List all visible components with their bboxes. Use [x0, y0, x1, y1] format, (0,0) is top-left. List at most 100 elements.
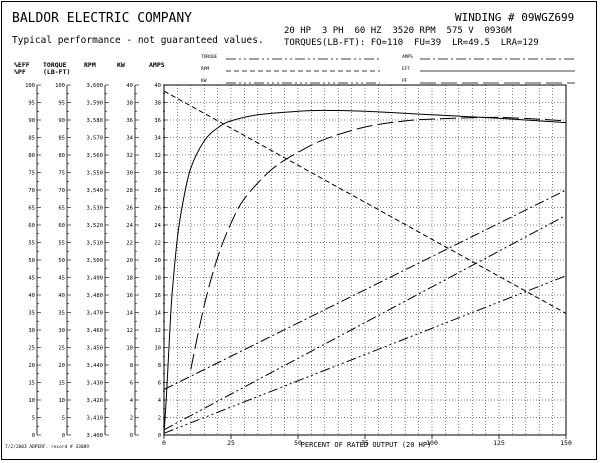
axis-tick-label: 5 [62, 416, 65, 422]
axis-tick-label: 3,440 [86, 363, 103, 369]
company-name: BALDOR ELECTRIC COMPANY [12, 11, 193, 26]
axis-tick-label: 20 [28, 363, 35, 369]
axis-tick-label: 90 [28, 118, 35, 124]
axis-tick-label: 20 [154, 258, 161, 264]
axis-tick-label: 14 [154, 311, 161, 317]
winding-number: WINDING # 09WGZ699 [455, 11, 575, 24]
axis-tick-label: 3,480 [86, 293, 103, 299]
axis-tick-label: 40 [28, 293, 35, 299]
nameplate-data: 20 HP 3 PH 60 HZ 3520 RPM 575 V 0936M [284, 26, 512, 36]
axis-tick-label: 32 [126, 153, 133, 159]
axis-tick-label: 30 [58, 328, 65, 334]
axis-tick-label: 0 [62, 433, 65, 439]
axis-tick-label: 20 [58, 363, 65, 369]
amps-axis-header: AMPS [149, 61, 165, 69]
axis-tick-label: 40 [58, 293, 65, 299]
axis-tick-label: 6 [158, 381, 161, 387]
axis-tick-label: 8 [158, 363, 161, 369]
axis-tick-label: 34 [126, 136, 133, 142]
axis-tick-label: 14 [126, 311, 133, 317]
eff-header: %EFF [14, 61, 30, 69]
axis-tick-label: 50 [58, 258, 65, 264]
legend-rpm-label: RPM [201, 67, 210, 72]
axis-tick-label: 50 [28, 258, 35, 264]
axis-tick-label: 32 [154, 153, 161, 159]
kw-axis-header: KW [117, 61, 125, 69]
axis-tick-label: 45 [28, 276, 35, 282]
axis-tick-label: 70 [28, 188, 35, 194]
axis-tick-label: 22 [126, 241, 133, 247]
axis-tick-label: 45 [58, 276, 65, 282]
axis-tick-label: 3,590 [86, 101, 103, 107]
axis-tick-label: 36 [154, 118, 161, 124]
axis-tick-label: 85 [28, 136, 35, 142]
axis-tick-label: 40 [154, 83, 161, 89]
legend-eff-label: EFF [402, 67, 411, 72]
plot-grid [163, 84, 567, 436]
axis-tick-label: 4 [130, 398, 134, 404]
axis-tick-label: 24 [154, 223, 161, 229]
series-amps-line [163, 189, 567, 390]
axis-tick-label: 30 [154, 171, 161, 177]
axis-tick-label: 3,420 [86, 398, 103, 404]
x-tick-label: 50 [294, 439, 302, 447]
axis-tick-label: 0 [32, 433, 35, 439]
axis-tick-label: 36 [126, 118, 133, 124]
axis-tick-label: 20 [126, 258, 133, 264]
axis-tick-label: 3,510 [86, 241, 103, 247]
axis-tick-label: 0 [130, 433, 133, 439]
axis-tick-label: 3,570 [86, 136, 103, 142]
axis-tick-label: 3,520 [86, 223, 103, 229]
footer-record: 7/2/2003 ADPERF. record # 33009 [5, 445, 89, 450]
x-axis: 0 25 50 75 100 125 150 [162, 435, 572, 447]
axis-tick-label: 3,450 [86, 346, 103, 352]
axis-tick-label: 3,430 [86, 381, 103, 387]
axis-tick-label: 18 [154, 276, 161, 282]
axis-tick-label: 25 [28, 346, 35, 352]
amps-header: AMPS [149, 61, 165, 69]
axis-tick-label: 3,580 [86, 118, 103, 124]
axis-tick-label: 70 [58, 188, 65, 194]
axis-tick-label: 3,550 [86, 171, 103, 177]
axis-tick-label: 26 [154, 206, 161, 212]
axis-tick-label: 24 [126, 223, 133, 229]
axis-tick-label: 90 [58, 118, 65, 124]
axis-tick-label: 3,400 [86, 433, 103, 439]
axis-tick-label: 60 [58, 223, 65, 229]
axis-tick-label: 3,530 [86, 206, 103, 212]
axis-tick-label: 38 [126, 101, 133, 107]
axis-tick-label: 12 [126, 328, 133, 334]
series-layer [163, 90, 567, 436]
series-pf-line [190, 116, 567, 370]
x-axis-label: PERCENT OF RATED OUTPUT (20 HP) [301, 441, 432, 449]
axis-tick-label: 12 [154, 328, 161, 334]
axis-tick-label: 10 [58, 398, 65, 404]
axis-tick-label: 85 [58, 136, 65, 142]
series-kw-line [163, 275, 567, 434]
axis-tick-label: 95 [58, 101, 65, 107]
axis-tick-label: 100 [25, 83, 35, 89]
axis-tick-label: 28 [154, 188, 161, 194]
series-torque-line [163, 214, 567, 431]
axis-tick-label: 6 [130, 381, 133, 387]
legend-pf-label: PF [402, 79, 408, 84]
axis-tick-label: 3,600 [86, 83, 103, 89]
axis-tick-label: 30 [126, 171, 133, 177]
axis-tick-label: 15 [28, 381, 35, 387]
axis-tick-label: 2 [130, 416, 133, 422]
legend-kw-label: KW [201, 79, 207, 84]
axis-tick-label: 3,460 [86, 328, 103, 334]
axis-tick-label: 65 [28, 206, 35, 212]
axis-tick-label: 16 [154, 293, 161, 299]
axis-tick-label: 55 [28, 241, 35, 247]
rpm-axis-header: RPM [84, 61, 96, 69]
axis-tick-label: 10 [28, 398, 35, 404]
disclaimer: Typical performance - not guaranteed val… [12, 35, 264, 46]
pf-header: %PF [14, 68, 26, 77]
kw-header: KW [117, 61, 125, 69]
axis-tick-label: 75 [28, 171, 35, 177]
axis-tick-label: 35 [58, 311, 65, 317]
axis-tick-label: 75 [58, 171, 65, 177]
